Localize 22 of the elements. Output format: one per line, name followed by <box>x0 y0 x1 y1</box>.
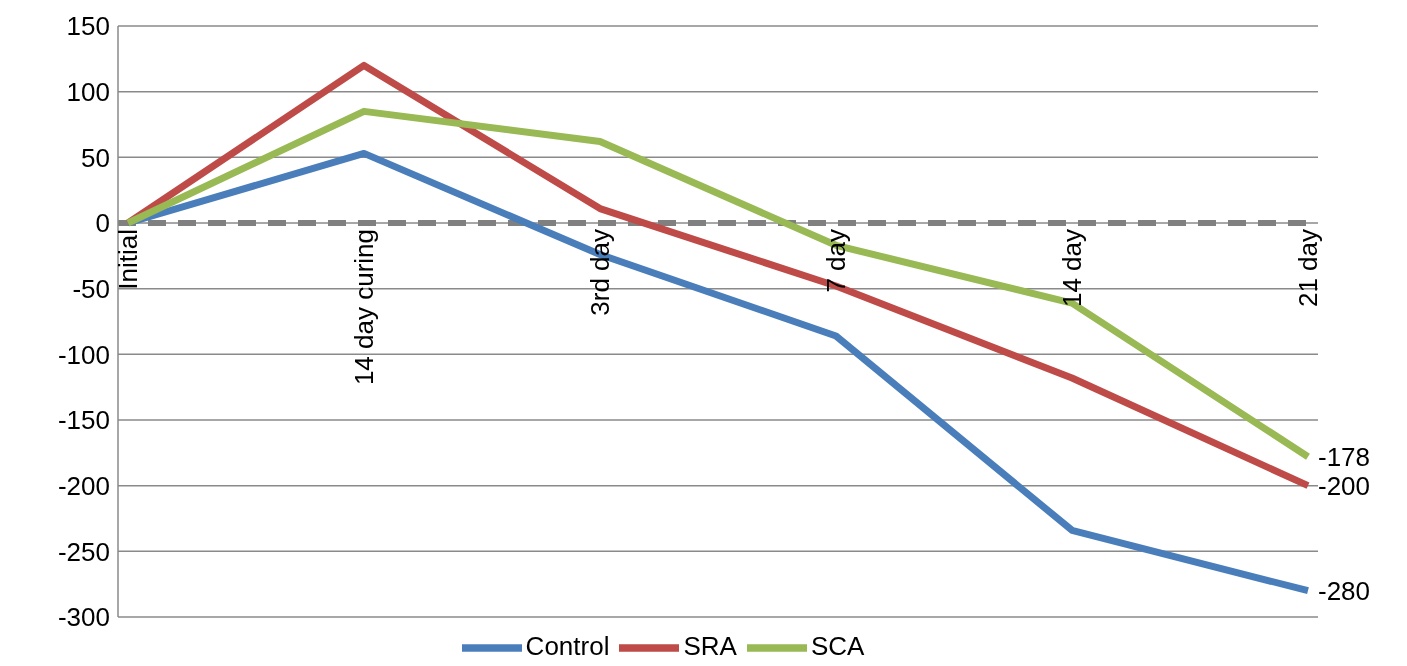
legend-label: Control <box>525 630 610 661</box>
x-tick-label: 14 day curing <box>349 229 379 386</box>
legend-label: SRA <box>683 630 737 661</box>
data-label: -280 <box>1318 575 1371 606</box>
x-tick-label: Initial <box>113 229 143 290</box>
x-tick-label: 7 day <box>821 229 851 293</box>
data-label: -200 <box>1318 470 1371 501</box>
data-label: -178 <box>1318 441 1371 472</box>
x-tick-label: 21 day <box>1293 229 1323 308</box>
x-tick-label: 14 day <box>1057 229 1087 308</box>
y-tick-label: -200 <box>57 470 110 501</box>
y-tick-label: -100 <box>57 339 110 370</box>
y-tick-label: 100 <box>66 76 110 107</box>
y-tick-label: -150 <box>57 405 110 436</box>
y-tick-label: 150 <box>66 11 110 42</box>
y-tick-label: 50 <box>81 142 110 173</box>
y-tick-label: -50 <box>72 273 110 304</box>
y-tick-label: 0 <box>95 208 110 239</box>
legend-label: SCA <box>810 630 865 661</box>
x-tick-label: 3rd day <box>585 229 615 316</box>
y-tick-label: -300 <box>57 602 110 633</box>
y-tick-label: -250 <box>57 536 110 567</box>
